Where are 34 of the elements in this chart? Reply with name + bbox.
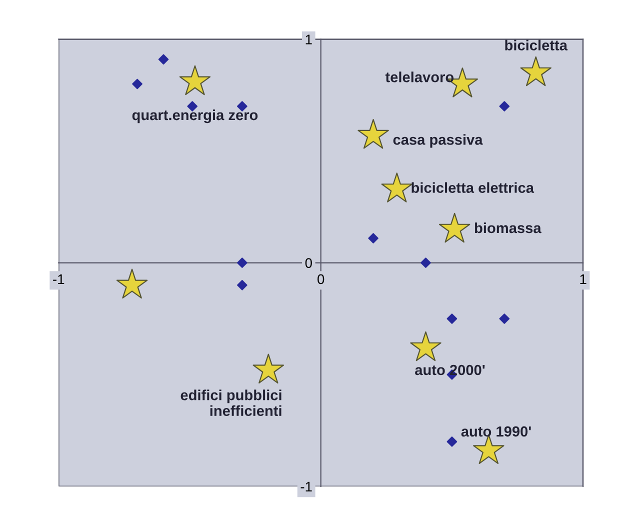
annotation: auto 1990' — [461, 426, 531, 437]
x-tick-label: 0 — [318, 274, 324, 284]
point — [368, 233, 378, 244]
y-tick-label: 0 — [305, 258, 312, 268]
point — [132, 78, 142, 90]
annotation: biomassa — [474, 222, 542, 234]
point — [438, 212, 470, 243]
point — [358, 118, 389, 149]
point — [446, 314, 458, 324]
x-tick-label: 1 — [580, 274, 586, 284]
annotation: telelavoro — [385, 72, 454, 82]
point — [237, 258, 248, 268]
point — [116, 268, 148, 299]
annotation: bicicletta elettrica — [412, 182, 534, 193]
point — [499, 101, 510, 112]
point — [420, 258, 431, 268]
y-tick-label: 1 — [306, 34, 312, 44]
y-tick-label: -1 — [300, 482, 312, 492]
annotation: bicicletta — [505, 40, 568, 50]
annotation: quart.energia zero — [132, 109, 258, 124]
annotation: auto 2000' — [415, 364, 485, 376]
point — [252, 354, 284, 384]
x-tick-label: -1 — [53, 274, 64, 284]
point — [381, 172, 412, 202]
point — [237, 101, 248, 112]
annotation: casa passiva — [393, 134, 483, 148]
point — [237, 280, 248, 290]
point — [446, 436, 458, 447]
point — [158, 54, 169, 65]
point — [410, 331, 442, 362]
point — [499, 314, 510, 324]
annotation: edifici pubblici inefficienti — [180, 390, 282, 416]
point — [179, 65, 211, 96]
point — [520, 56, 552, 86]
